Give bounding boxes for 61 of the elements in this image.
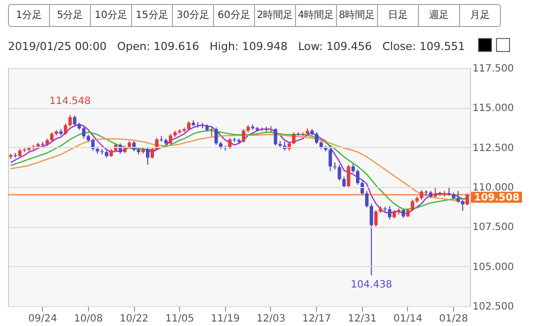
- candlestick: [150, 146, 154, 159]
- x-tick-label: 01/14: [394, 314, 422, 324]
- text: 1分足: [9, 5, 50, 26]
- candlestick: [460, 199, 464, 212]
- text: 10分足: [91, 5, 132, 26]
- text: 8時間足: [337, 5, 378, 26]
- y-tick-label: 105.000: [472, 262, 514, 273]
- candlestick: [196, 121, 200, 128]
- x-tick-label: 10/22: [120, 314, 148, 324]
- candlestick: [466, 192, 469, 206]
- candlestick: [200, 122, 204, 129]
- x-tick-label: 01/28: [439, 314, 468, 324]
- candlestick: [210, 126, 214, 137]
- y-tick-label: 115.000: [472, 103, 514, 114]
- ref-line-label: 109.508: [474, 192, 520, 204]
- candlestick: [456, 190, 460, 204]
- candlestick: [434, 187, 438, 198]
- x-tick-label: 12/17: [302, 314, 332, 324]
- x-tick-label: 12/31: [348, 314, 377, 324]
- y-tick-label: 117.500: [472, 64, 514, 74]
- candlestick: [346, 164, 350, 188]
- x-tick-label: 10/08: [74, 314, 103, 324]
- candlestick: [370, 203, 374, 276]
- candlestick: [314, 132, 318, 145]
- y-tick-label: 102.500: [472, 302, 514, 312]
- candlestick: [360, 180, 364, 196]
- text: 30分足: [173, 5, 214, 26]
- text: 日足: [378, 5, 419, 26]
- text: 4時間足: [296, 5, 337, 26]
- y-tick-label: 112.500: [472, 142, 514, 154]
- candlestick: [68, 114, 72, 128]
- candlestick: [72, 115, 76, 126]
- candlestick: [82, 126, 86, 140]
- text: 5分足: [50, 5, 91, 26]
- x-tick-label: 12/03: [256, 314, 286, 324]
- annotation: 104.438: [350, 279, 392, 290]
- y-tick-label: 107.500: [472, 222, 514, 234]
- candlestick: [420, 190, 424, 200]
- x-tick-label: 11/19: [210, 314, 240, 324]
- x-tick-label: 09/24: [28, 314, 58, 324]
- text: 月足: [469, 9, 491, 23]
- candlestick: [91, 138, 95, 152]
- candlestick: [356, 169, 360, 186]
- candlestick: [338, 164, 342, 182]
- candlestick: [64, 123, 68, 136]
- candlestick: [155, 137, 159, 150]
- annotation: 114.548: [49, 96, 91, 107]
- candlestick: [292, 132, 296, 145]
- x-tick-label: 11/05: [165, 314, 194, 324]
- text: 2時間足: [255, 5, 296, 26]
- y-tick-label: 110.000: [472, 182, 514, 194]
- candlestick: [242, 128, 246, 144]
- candlestick: [214, 127, 218, 146]
- text: 週足: [419, 5, 460, 26]
- text: 15分足: [132, 5, 173, 26]
- candlestick: [328, 148, 332, 172]
- candlestick: [388, 206, 392, 220]
- text: 60分足: [214, 5, 255, 26]
- candlestick: [365, 190, 369, 208]
- chart-subtitle: 2019/01/25 00:00 Open: 109.616 High: 109.948 Low: 109.456 Close: 109.551: [8, 40, 466, 53]
- candlestick: [146, 146, 150, 166]
